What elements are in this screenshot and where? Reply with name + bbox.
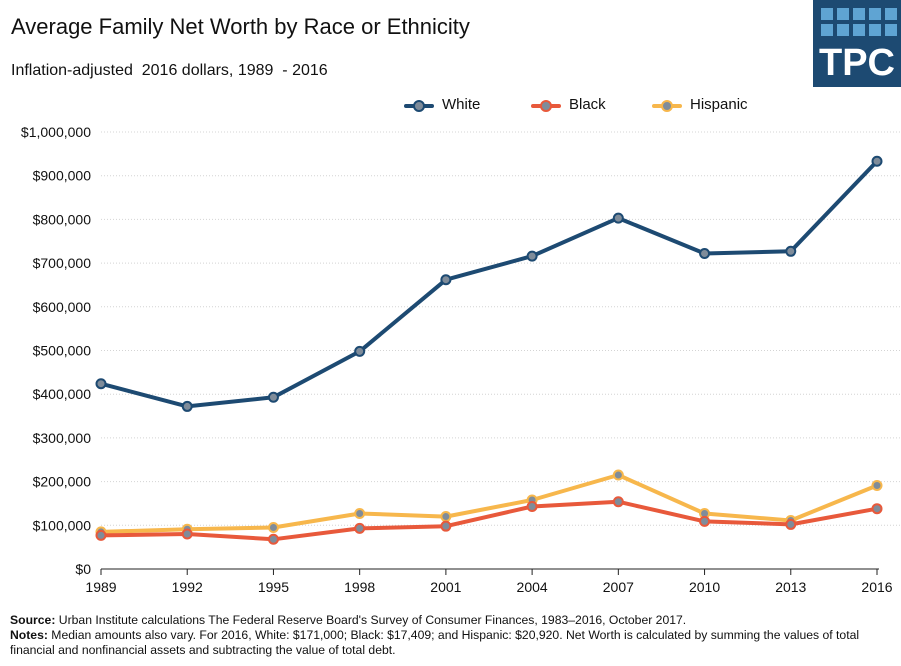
y-tick-label: $800,000 [33,211,92,227]
y-tick-label: $600,000 [33,299,92,315]
data-point-black [181,528,193,540]
source-label: Source: [10,613,56,627]
notes: Notes: Median amounts also vary. For 201… [10,628,890,658]
legend-marker-white [413,100,425,112]
x-tick-label: 2007 [603,579,634,595]
legend-marker-hispanic [661,100,673,112]
data-point-black [871,503,883,515]
data-point-hispanic [440,511,452,523]
y-tick-label: $100,000 [33,517,92,533]
x-tick-label: 2001 [430,579,461,595]
source-note: Source: Urban Institute calculations The… [10,613,890,628]
data-point-white [699,247,711,259]
y-tick-label: $900,000 [33,168,92,184]
data-point-white [871,155,883,167]
notes-text: Median amounts also vary. For 2016, Whit… [10,628,860,657]
data-point-white [612,212,624,224]
data-point-white [181,400,193,412]
data-point-black [267,533,279,545]
x-tick-label: 1992 [172,579,203,595]
legend-label-hispanic: Hispanic [690,96,748,113]
data-point-white [267,391,279,403]
logo-text: TPC [819,42,895,84]
y-tick-label: $0 [75,561,91,577]
y-tick-label: $300,000 [33,430,92,446]
x-tick-label: 1995 [258,579,289,595]
data-point-white [526,250,538,262]
x-tick-label: 2004 [517,579,548,595]
data-point-black [526,501,538,513]
data-point-black [354,522,366,534]
x-tick-label: 2010 [689,579,720,595]
line-chart: $0 $100,000 $200,000 $300,000 $400,000 $500,0… [21,124,901,595]
chart-title: Average Family Net Worth by Race or Ethn… [11,14,470,39]
data-point-black [699,515,711,527]
series-line-white [99,159,879,409]
data-point-hispanic [612,469,624,481]
data-point-black [95,529,107,541]
y-tick-label: $200,000 [33,474,92,490]
x-tick-label: 2013 [775,579,806,595]
y-tick-label: $500,000 [33,343,92,359]
y-tick-label: $700,000 [33,255,92,271]
tpc-logo: TPC [813,0,901,87]
chart-legend: White Black Hispanic [0,94,901,118]
legend-label-white: White [442,96,481,113]
chart-footer: Source: Urban Institute calculations The… [10,613,890,658]
data-point-white [354,345,366,357]
y-tick-label: $400,000 [33,386,92,402]
data-point-black [785,518,797,530]
data-point-hispanic [871,480,883,492]
data-point-white [785,245,797,257]
data-point-black [612,496,624,508]
x-tick-label: 2016 [861,579,892,595]
data-point-hispanic [267,521,279,533]
data-point-white [440,274,452,286]
y-tick-label: $1,000,000 [21,124,91,140]
series-line-black [99,499,879,542]
data-point-hispanic [354,508,366,520]
legend-label-black: Black [569,96,606,113]
data-point-white [95,378,107,390]
series-line-hispanic [99,473,879,534]
data-point-black [440,520,452,532]
legend-marker-black [540,100,552,112]
chart-subtitle: Inflation-adjusted 2016 dollars, 1989 - … [11,62,328,79]
x-tick-label: 1989 [85,579,116,595]
source-text: Urban Institute calculations The Federal… [55,613,687,627]
notes-label: Notes: [10,628,48,642]
x-tick-label: 1998 [344,579,375,595]
